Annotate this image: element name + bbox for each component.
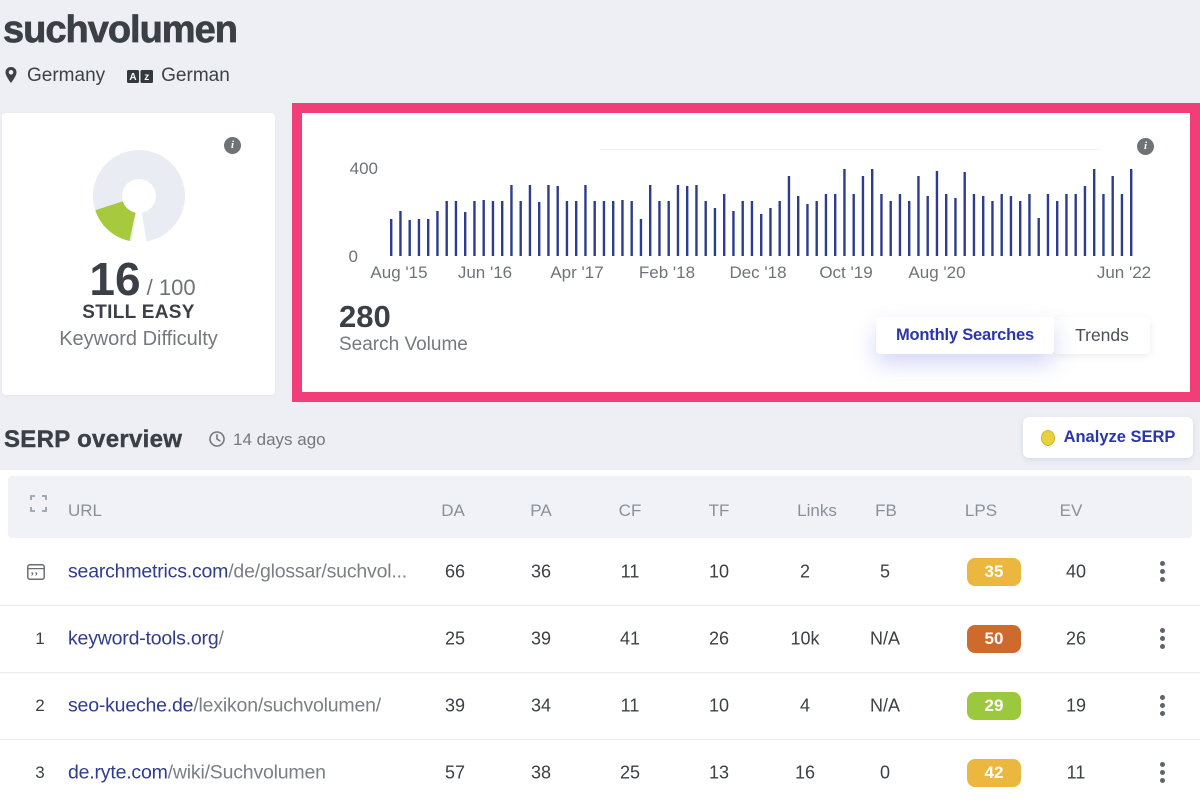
svg-text:z: z — [144, 72, 149, 83]
svg-text:Apr '17: Apr '17 — [550, 263, 603, 282]
svg-text:400: 400 — [350, 159, 378, 178]
svg-text:Jun '16: Jun '16 — [458, 263, 512, 282]
svg-text:Aug '15: Aug '15 — [370, 263, 427, 282]
svg-text:A: A — [130, 72, 137, 83]
svg-text:Jun '22: Jun '22 — [1097, 263, 1151, 282]
svg-text:Aug '20: Aug '20 — [908, 263, 965, 282]
svg-text:Oct '19: Oct '19 — [819, 263, 872, 282]
svg-text:0: 0 — [349, 247, 358, 266]
svg-text:Feb '18: Feb '18 — [639, 263, 695, 282]
svg-text:Dec '18: Dec '18 — [729, 263, 786, 282]
